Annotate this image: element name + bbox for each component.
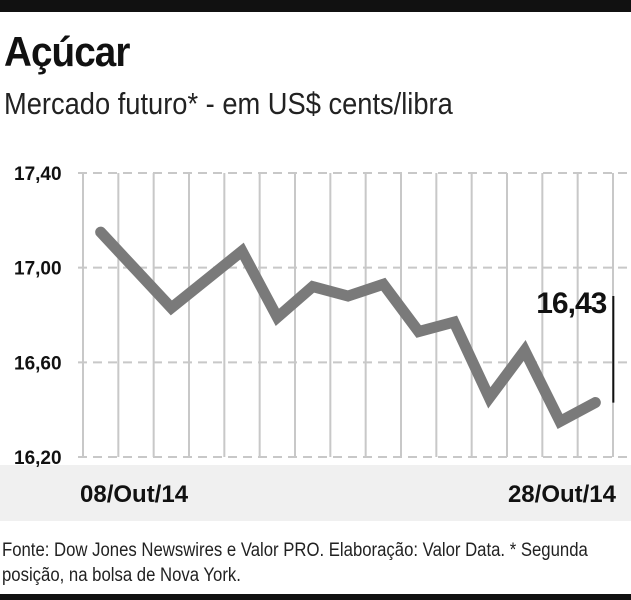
source-note: Fonte: Dow Jones Newswires e Valor PRO. … [2,540,588,586]
y-tick-label: 17,40 [14,164,62,185]
bottom-bar [0,594,631,600]
chart-title: Açúcar [4,28,130,75]
x-tick-label-start: 08/Out/14 [80,481,189,508]
last-value-label: 16,43 [536,287,606,320]
y-tick-label: 17,00 [14,259,62,280]
y-tick-label: 16,60 [14,353,62,374]
top-bar [0,0,631,12]
x-axis-band [0,465,631,521]
chart-subtitle: Mercado futuro* - em US$ cents/libra [4,86,453,121]
price-line [95,226,601,430]
x-tick-label-end: 28/Out/14 [508,481,617,508]
y-tick-label: 16,20 [14,448,62,469]
